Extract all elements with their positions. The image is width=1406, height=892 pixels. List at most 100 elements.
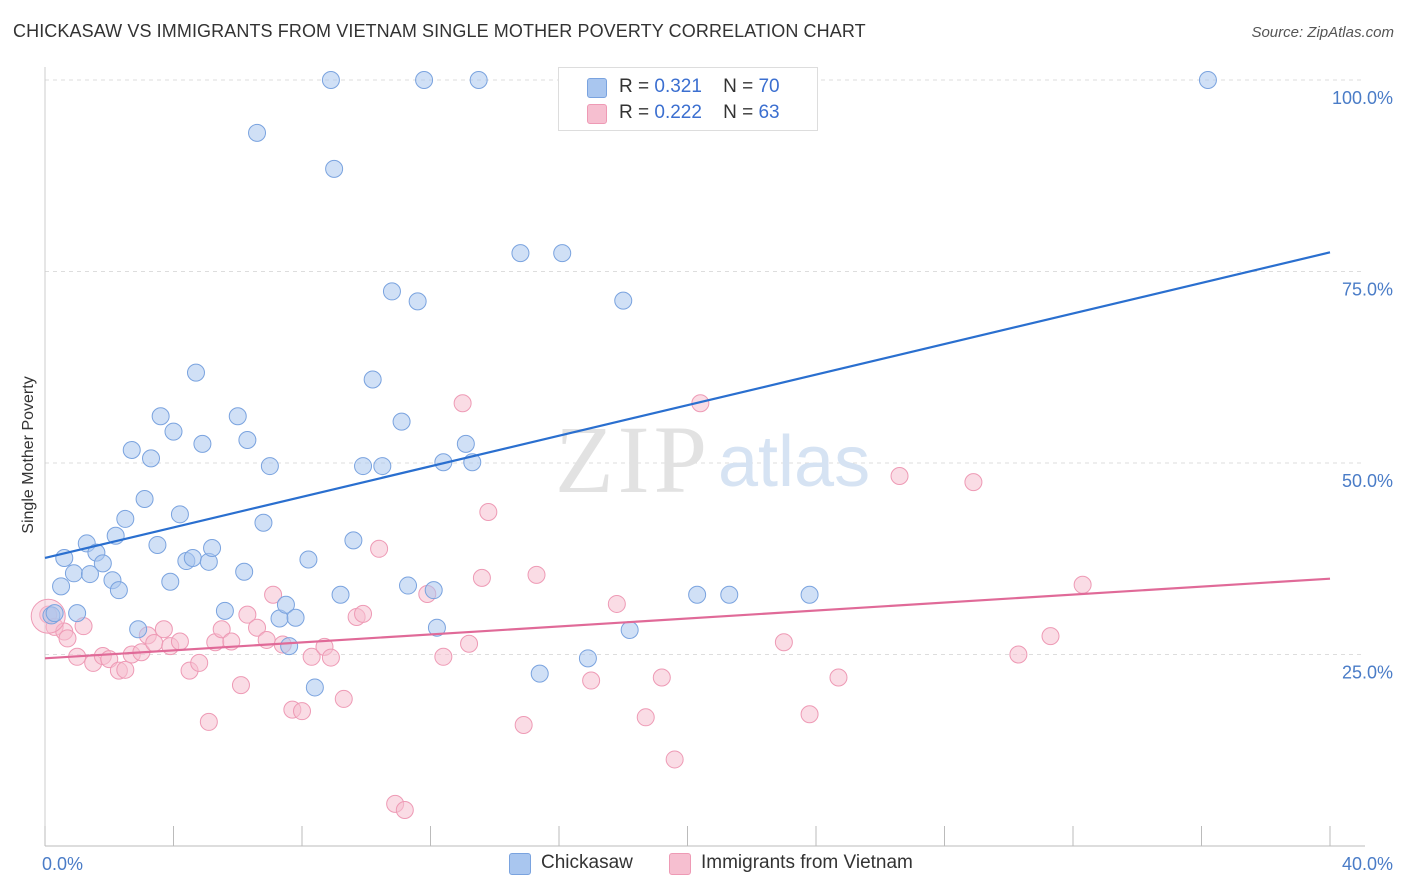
chickasaw-point: [238, 431, 257, 450]
vietnam-point: [248, 618, 267, 637]
chickasaw-point: [151, 407, 170, 426]
y-tick-label: 50.0%: [1342, 471, 1393, 491]
vietnam-point: [479, 503, 498, 522]
chickasaw-point: [254, 513, 273, 532]
vietnam-point: [154, 620, 173, 639]
chickasaw-point: [511, 244, 530, 263]
y-tick-label: 25.0%: [1342, 663, 1393, 683]
chickasaw-point: [415, 71, 434, 89]
chickasaw-point: [122, 440, 141, 459]
chickasaw-point: [80, 565, 99, 584]
legend-n-value: 63: [758, 102, 780, 123]
y-tick-label: 75.0%: [1342, 280, 1393, 300]
vietnam-point: [774, 633, 793, 652]
chickasaw-point: [688, 585, 707, 604]
bottom-legend-swatch-blue: [509, 853, 531, 875]
chickasaw-point: [408, 292, 427, 311]
legend-r-label: R =: [619, 102, 650, 123]
vietnam-point: [607, 594, 626, 613]
vietnam-point: [582, 671, 601, 690]
vietnam-point: [1041, 627, 1060, 646]
vietnam-point: [264, 585, 283, 604]
vietnam-point: [1009, 645, 1028, 664]
legend-r-value: 0.321: [654, 76, 702, 97]
vietnam-point: [1073, 575, 1092, 594]
chickasaw-point: [382, 282, 401, 301]
chickasaw-point: [399, 576, 418, 595]
chickasaw-point: [148, 535, 167, 554]
vietnam-point: [199, 712, 218, 731]
chickasaw-point: [135, 490, 154, 509]
chickasaw-point: [215, 601, 234, 620]
chickasaw-point: [183, 548, 202, 567]
vietnam-point: [302, 647, 321, 666]
chickasaw-point: [129, 620, 148, 639]
chickasaw-point: [170, 505, 189, 524]
chickasaw-point: [286, 608, 305, 627]
chickasaw-point: [800, 585, 819, 604]
chickasaw-point: [52, 577, 71, 596]
chickasaw-point: [321, 71, 340, 89]
chickasaw-point: [64, 564, 83, 583]
vietnam-point: [293, 702, 311, 721]
chickasaw-point: [260, 457, 279, 476]
chickasaw-point: [720, 585, 739, 604]
chickasaw-point: [392, 412, 411, 431]
vietnam-point: [527, 565, 546, 584]
chickasaw-point: [469, 71, 488, 89]
bottom-legend-label: Immigrants from Vietnam: [701, 852, 913, 873]
chickasaw-point: [93, 554, 112, 573]
vietnam-point: [636, 708, 655, 727]
chickasaw-point: [578, 649, 597, 668]
legend-n-label: N =: [723, 102, 754, 123]
chickasaw-point: [424, 581, 443, 600]
vietnam-trend-line: [44, 577, 1331, 660]
vietnam-point: [238, 605, 257, 624]
watermark-atlas: atlas: [718, 422, 870, 502]
y-tick-label: 100.0%: [1332, 88, 1393, 108]
chickasaw-point: [161, 572, 180, 591]
chickasaw-point: [164, 422, 183, 441]
chickasaw-point: [68, 604, 87, 623]
chickasaw-point: [1198, 71, 1217, 89]
chickasaw-point: [276, 595, 295, 614]
vietnam-point: [434, 647, 453, 666]
vietnam-point: [321, 648, 340, 667]
bottom-legend-swatch-pink: [669, 853, 691, 875]
vietnam-point: [212, 620, 231, 639]
legend-swatch-pink: [587, 104, 607, 124]
vietnam-point: [665, 750, 684, 769]
chickasaw-point: [235, 562, 254, 581]
vietnam-point: [890, 467, 909, 486]
vietnam-point: [514, 715, 533, 734]
chickasaw-point: [530, 664, 549, 683]
vietnam-point: [395, 800, 414, 819]
chickasaw-point: [45, 604, 64, 623]
watermark-zip: ZIP: [555, 406, 711, 513]
chickasaw-point: [354, 457, 373, 476]
chickasaw-point: [193, 434, 212, 453]
chickasaw-point: [456, 434, 475, 453]
chickasaw-point: [116, 509, 135, 528]
legend-n-value: 70: [758, 76, 780, 97]
legend-r-value: 0.222: [654, 102, 702, 123]
vietnam-point: [231, 676, 250, 695]
chickasaw-point: [228, 407, 247, 426]
chickasaw-point: [280, 637, 299, 656]
chickasaw-point: [363, 370, 382, 389]
chickasaw-point: [331, 585, 350, 604]
legend-n-label: N =: [723, 76, 754, 97]
vietnam-point: [460, 634, 479, 653]
chickasaw-point: [142, 449, 161, 468]
legend-r-label: R =: [619, 76, 650, 97]
chickasaw-point: [305, 678, 324, 697]
chickasaw-point: [325, 159, 344, 178]
vietnam-point: [116, 660, 135, 679]
y-axis-label: Single Mother Poverty: [20, 376, 37, 533]
chickasaw-point: [427, 618, 446, 637]
vietnam-point: [334, 689, 353, 708]
axes: [44, 67, 1365, 847]
source-label: Source: ZipAtlas.com: [1251, 24, 1394, 41]
chickasaw-point: [186, 363, 205, 382]
vietnam-point: [354, 604, 373, 623]
